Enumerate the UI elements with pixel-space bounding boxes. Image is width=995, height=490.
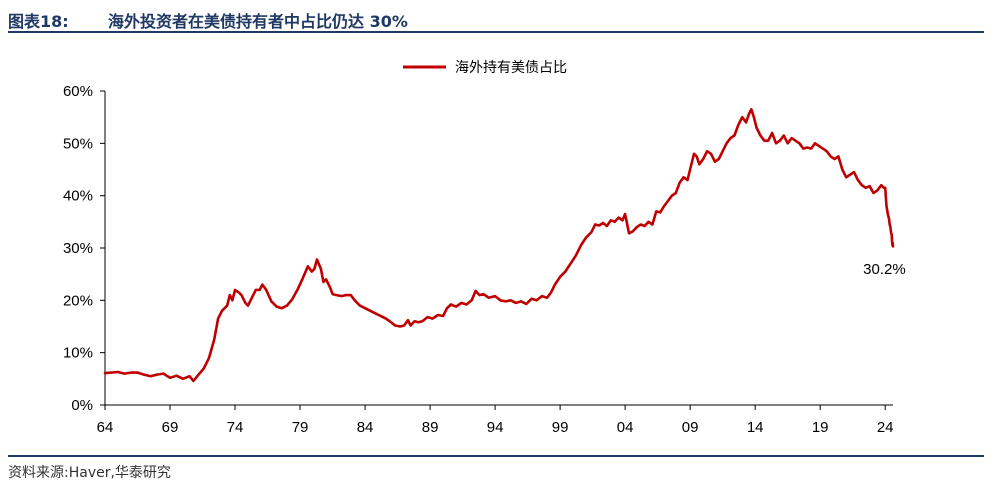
annotations: 30.2% — [863, 261, 906, 278]
source-note: 资料来源:Haver,华泰研究 — [8, 465, 171, 481]
figure-header: 图表18: 海外投资者在美债持有者中占比仍达 30% — [8, 6, 984, 32]
figure-number: 图表18: — [8, 12, 69, 31]
footer-rule — [8, 455, 984, 457]
series-line — [103, 108, 895, 383]
figure-title: 海外投资者在美债持有者中占比仍达 30% — [108, 12, 408, 31]
x-tick-label: 19 — [812, 419, 829, 436]
y-tick-label: 60% — [63, 83, 93, 100]
x-tick-label: 69 — [162, 419, 179, 436]
x-tick-label: 64 — [97, 419, 114, 436]
legend: 海外持有美债占比 — [403, 60, 567, 76]
y-tick-label: 20% — [63, 292, 93, 309]
axes: 0% 10% 20% 30% 40% 50% 60% 64 69 74 79 84 89 94 99 04 09… — [63, 83, 894, 436]
series-group — [103, 108, 895, 383]
x-tick-label: 04 — [617, 419, 634, 436]
x-tick-label: 74 — [227, 419, 244, 436]
y-tick-label: 0% — [71, 397, 93, 414]
y-tick-label: 50% — [63, 135, 93, 152]
x-tick-label: 24 — [877, 419, 894, 436]
line-chart: 海外持有美债占比 0% 10% 20% 30% 40% 50% 60% 64 69 74 79 84 8… — [63, 60, 906, 436]
y-tick-label: 10% — [63, 345, 93, 362]
legend-label: 海外持有美债占比 — [455, 60, 567, 76]
x-tick-label: 94 — [487, 419, 504, 436]
x-tick-label: 09 — [682, 419, 699, 436]
x-tick-label: 84 — [357, 419, 374, 436]
y-tick-label: 30% — [63, 240, 93, 257]
x-tick-label: 99 — [552, 419, 569, 436]
x-tick-label: 14 — [747, 419, 764, 436]
x-tick-label: 79 — [292, 419, 309, 436]
end-value-label: 30.2% — [863, 261, 906, 278]
x-tick-label: 89 — [422, 419, 439, 436]
y-tick-label: 40% — [63, 188, 93, 205]
header-rule — [8, 31, 984, 33]
